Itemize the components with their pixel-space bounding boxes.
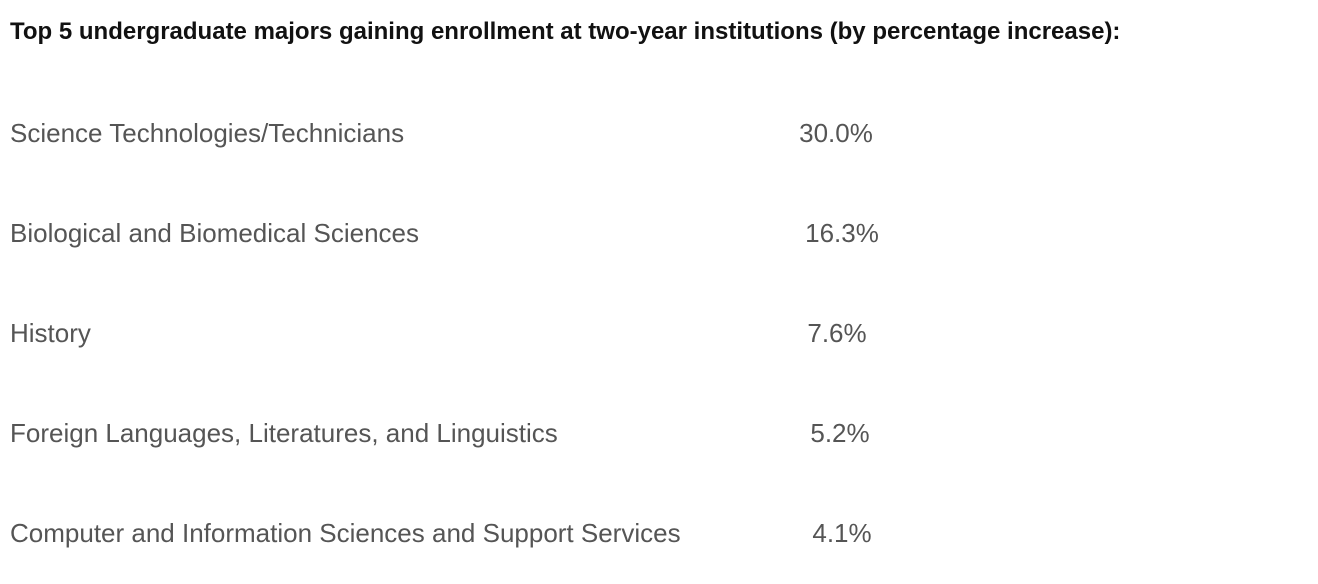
major-label: Biological and Biomedical Sciences <box>10 218 420 248</box>
major-label: Foreign Languages, Literatures, and Ling… <box>10 418 558 448</box>
list-item: Biological and Biomedical Sciences 16.3% <box>0 218 1318 258</box>
page-title: Top 5 undergraduate majors gaining enrol… <box>10 18 1121 45</box>
major-percentage: 7.6% <box>807 318 867 348</box>
major-label: History <box>10 318 91 348</box>
major-percentage: 4.1% <box>812 518 872 548</box>
list-item: Computer and Information Sciences and Su… <box>0 518 1318 558</box>
list-item: History 7.6% <box>0 318 1318 358</box>
major-percentage: 5.2% <box>810 418 870 448</box>
list-item: Foreign Languages, Literatures, and Ling… <box>0 418 1318 458</box>
major-percentage: 30.0% <box>799 118 873 148</box>
list-item: Science Technologies/Technicians 30.0% <box>0 118 1318 158</box>
major-percentage: 16.3% <box>805 218 879 248</box>
major-label: Science Technologies/Technicians <box>10 118 405 148</box>
major-label: Computer and Information Sciences and Su… <box>10 518 681 548</box>
